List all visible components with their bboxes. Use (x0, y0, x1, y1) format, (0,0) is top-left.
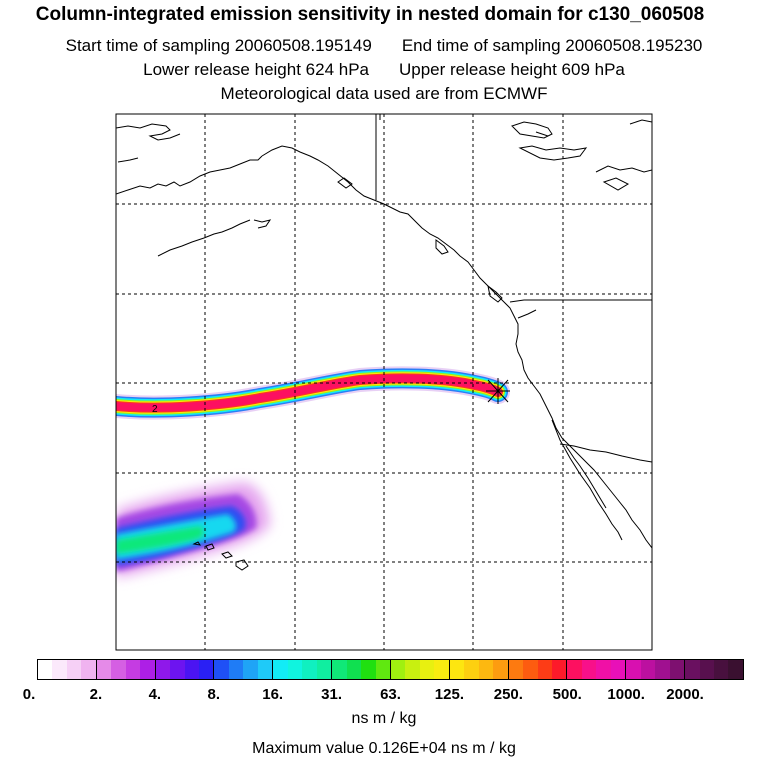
colorbar-tick-label: 2000. (666, 686, 704, 703)
colorbar-tick-label: 1000. (607, 686, 645, 703)
plume-contour-label: 2 (152, 404, 158, 415)
colorbar-swatch (170, 660, 185, 679)
colorbar-swatch (551, 660, 567, 679)
colorbar-tick-label: 2. (89, 686, 103, 703)
colorbar-swatch (669, 660, 685, 679)
colorbar-tick-label: 63. (380, 686, 401, 703)
colorbar-segment (38, 660, 97, 679)
colorbar-tick-label: 0. (22, 686, 36, 703)
colorbar-swatch (361, 660, 376, 679)
colorbar-swatch (125, 660, 141, 679)
colorbar-swatch (685, 660, 700, 679)
colorbar-segment (96, 660, 156, 679)
colorbar-tick-label: 31. (321, 686, 343, 703)
trajectory-plume (116, 366, 510, 420)
colorbar-swatch (405, 660, 420, 679)
release-star-icon (486, 378, 510, 404)
colorbar-swatch (464, 660, 479, 679)
colorbar-segment (332, 660, 391, 679)
colorbar-swatch (140, 660, 155, 679)
colorbar-segment (685, 660, 743, 679)
colorbar-segment (390, 660, 450, 679)
colorbar-swatch (434, 660, 449, 679)
colorbar-swatch (508, 660, 524, 679)
colorbar-segment (155, 660, 215, 679)
colorbar-swatch (493, 660, 508, 679)
map-frame (115, 113, 653, 651)
colorbar-segment (273, 660, 333, 679)
max-value-label: Maximum value 0.126E+04 ns m / kg (252, 740, 516, 757)
colorbar-swatch (610, 660, 626, 679)
colorbar-swatch (66, 660, 82, 679)
colorbar-tick-label: 16. (262, 686, 284, 703)
met-data-label: Meteorological data used are from ECMWF (220, 84, 548, 103)
colorbar-swatch (316, 660, 332, 679)
colorbar-swatch (243, 660, 258, 679)
colorbar-swatch (199, 660, 214, 679)
colorbar-swatch (728, 660, 743, 679)
upper-height-label: Upper release height 609 hPa (399, 60, 625, 79)
colorbar-swatch (257, 660, 273, 679)
lower-height-label: Lower release height 624 hPa (143, 60, 369, 79)
colorbar-swatch (626, 660, 641, 679)
colorbar-swatch (581, 660, 597, 679)
colorbar-swatch (52, 660, 67, 679)
colorbar-swatch (38, 660, 53, 679)
coastlines (116, 114, 652, 571)
colorbar-swatch (523, 660, 538, 679)
colorbar-segment (508, 660, 568, 679)
colorbar-swatch (287, 660, 303, 679)
colorbar-swatch (375, 660, 390, 679)
colorbar-swatch (449, 660, 465, 679)
colorbar-swatch (155, 660, 171, 679)
colorbar-swatch (228, 660, 244, 679)
colorbar-tick-label: 4. (148, 686, 162, 703)
colorbar-segment (449, 660, 509, 679)
colorbar-segment (567, 660, 627, 679)
colorbar-swatch (96, 660, 112, 679)
colorbar-swatch (640, 660, 656, 679)
start-time-label: Start time of sampling 20060508.195149 (65, 36, 372, 55)
colorbar-swatch (302, 660, 317, 679)
colorbar-tick-label: 250. (493, 686, 523, 703)
colorbar-swatch (273, 660, 288, 679)
colorbar-segment (626, 660, 686, 679)
colorbar-segment (214, 660, 274, 679)
colorbar (37, 659, 744, 680)
colorbar-swatch (537, 660, 552, 679)
colorbar-swatch (390, 660, 406, 679)
colorbar-swatch (567, 660, 582, 679)
sampling-time-line: Start time of sampling 20060508.195149 En… (0, 36, 768, 56)
colorbar-swatch (111, 660, 126, 679)
colorbar-swatch (332, 660, 347, 679)
colorbar-swatch (699, 660, 715, 679)
colorbar-swatch (655, 660, 670, 679)
plot-title: Column-integrated emission sensitivity i… (35, 4, 705, 25)
end-time-label: End time of sampling 20060508.195230 (401, 36, 703, 55)
units-label: ns m / kg (351, 710, 417, 727)
colorbar-swatch (419, 660, 435, 679)
colorbar-swatch (346, 660, 362, 679)
colorbar-swatch (596, 660, 611, 679)
colorbar-tick-label: 8. (207, 686, 221, 703)
release-height-line: Lower release height 624 hPa Upper releas… (0, 60, 768, 80)
colorbar-tick-label: 125. (434, 686, 465, 703)
colorbar-tick-label: 500. (552, 686, 582, 703)
colorbar-swatch (478, 660, 494, 679)
colorbar-swatch (184, 660, 200, 679)
political-boundaries (375, 114, 652, 463)
colorbar-swatch (214, 660, 229, 679)
colorbar-swatch (81, 660, 96, 679)
colorbar-swatch (714, 660, 729, 679)
lat-lon-grid (116, 114, 652, 650)
hawaii-plume (116, 482, 270, 578)
